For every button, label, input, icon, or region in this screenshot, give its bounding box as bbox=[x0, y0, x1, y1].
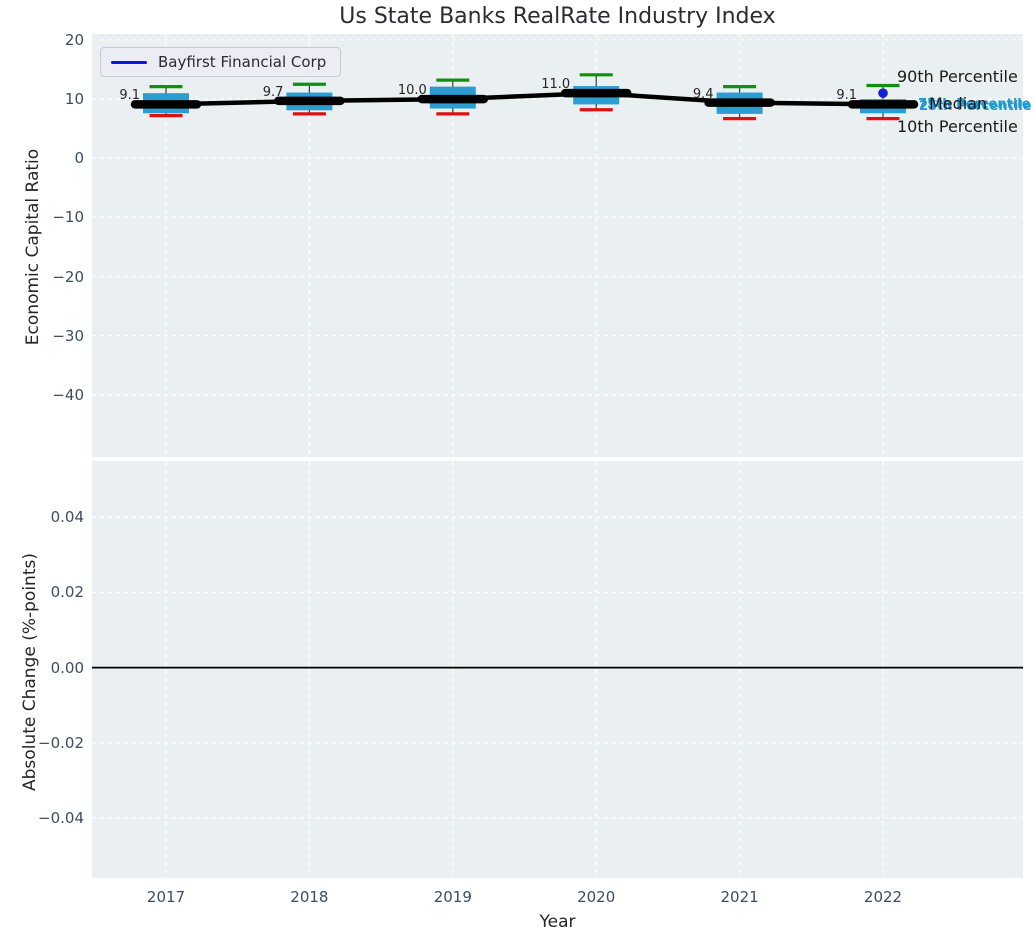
median-value-label-2022: 9.1 bbox=[813, 88, 857, 103]
median-value-label-2019: 10.0 bbox=[383, 83, 427, 98]
annotation-10th-percentile: 10th Percentile bbox=[897, 117, 1018, 136]
axes-absolute-change bbox=[92, 461, 1023, 878]
y-tick-label: −10 bbox=[0, 207, 84, 227]
y-tick-label: 0.04 bbox=[0, 507, 84, 527]
legend-label: Bayfirst Financial Corp bbox=[158, 53, 326, 71]
chart-title: Us State Banks RealRate Industry Index bbox=[92, 4, 1023, 29]
y-tick-label: −0.02 bbox=[0, 733, 84, 753]
median-value-label-2021: 9.4 bbox=[670, 87, 714, 102]
legend-line-icon bbox=[111, 61, 147, 64]
x-tick-label-2019: 2019 bbox=[413, 888, 493, 906]
annotation-median: Median bbox=[929, 94, 987, 113]
x-axis-label: Year bbox=[92, 912, 1023, 932]
median-value-label-2018: 9.7 bbox=[239, 85, 283, 100]
x-tick-label-2018: 2018 bbox=[269, 888, 349, 906]
median-value-label-2020: 11.0 bbox=[526, 77, 570, 92]
y-tick-label: −40 bbox=[0, 385, 84, 405]
y-tick-label: −0.04 bbox=[0, 808, 84, 828]
x-tick-label-2021: 2021 bbox=[700, 888, 780, 906]
y-tick-label: −20 bbox=[0, 267, 84, 287]
y-tick-label: 0.02 bbox=[0, 582, 84, 602]
figure: Us State Banks RealRate Industry Index B… bbox=[0, 0, 1034, 942]
axes-economic-capital-ratio bbox=[92, 34, 1023, 457]
y-tick-label: 10 bbox=[0, 89, 84, 109]
y-tick-label: 0.00 bbox=[0, 658, 84, 678]
annotation-90th-percentile: 90th Percentile bbox=[897, 67, 1018, 86]
median-value-label-2017: 9.1 bbox=[96, 88, 140, 103]
y-tick-label: 0 bbox=[0, 148, 84, 168]
y-tick-label: 20 bbox=[0, 30, 84, 50]
x-tick-label-2022: 2022 bbox=[843, 888, 923, 906]
y-tick-label: −30 bbox=[0, 326, 84, 346]
x-tick-label-2017: 2017 bbox=[126, 888, 206, 906]
legend: Bayfirst Financial Corp bbox=[100, 47, 341, 77]
x-tick-label-2020: 2020 bbox=[556, 888, 636, 906]
